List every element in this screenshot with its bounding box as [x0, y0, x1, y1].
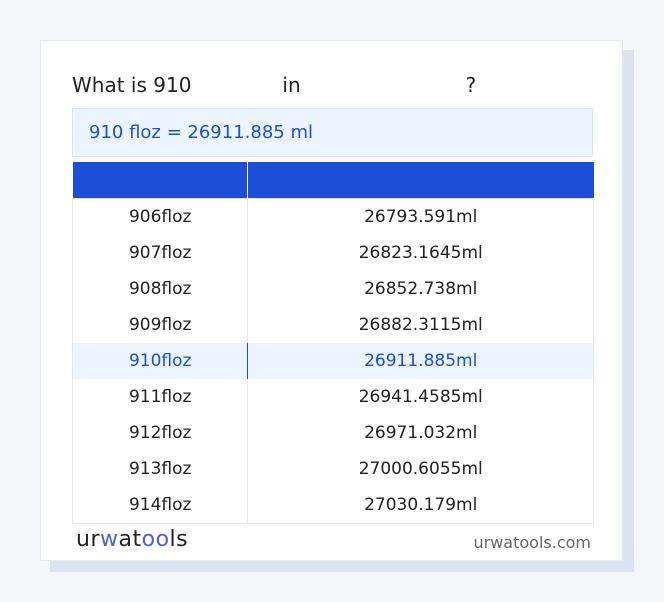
table-row: 907floz 26823.1645ml: [72, 235, 594, 271]
table-header: [72, 162, 594, 199]
table-row: 909floz 26882.3115ml: [72, 307, 594, 343]
table-row: 911floz 26941.4585ml: [72, 379, 594, 415]
converter-card: What is 910 in? 910 floz = 26911.885 ml 9…: [40, 40, 623, 561]
table-row: 913floz 27000.6055ml: [72, 451, 594, 487]
title-suffix: ?: [465, 73, 477, 97]
cell-ml: 27000.6055ml: [358, 459, 483, 479]
cell-ml: 26823.1645ml: [358, 243, 483, 263]
table-row: 910floz 26911.885ml: [72, 343, 594, 379]
table-row: 906floz 26793.591ml: [72, 198, 594, 235]
cell-floz: 911floz: [72, 379, 249, 415]
title-prefix: What is 910: [72, 73, 192, 97]
cell-ml: 26941.4585ml: [358, 387, 483, 407]
title-mid: in: [282, 73, 301, 97]
site-link[interactable]: urwatools.com: [473, 533, 592, 552]
conversion-table: 906floz 26793.591ml 907floz 26823.1645ml 908…: [72, 162, 594, 524]
conversion-result: 910 floz = 26911.885 ml: [72, 108, 593, 157]
cell-ml: 26971.032ml: [364, 423, 478, 443]
table-row: 914floz 27030.179ml: [72, 487, 594, 524]
cell-floz: 906floz: [72, 198, 249, 235]
cell-floz: 908floz: [72, 271, 249, 307]
urwatools-logo[interactable]: urwatools: [76, 527, 189, 552]
page-title: What is 910 in?: [72, 73, 476, 97]
cell-ml: 26911.885ml: [247, 343, 594, 379]
header-to: [247, 162, 594, 199]
cell-floz: 910floz: [72, 343, 249, 379]
cell-ml: 26793.591ml: [364, 207, 478, 227]
header-from: [72, 162, 249, 199]
cell-floz: 913floz: [72, 451, 249, 487]
cell-ml: 27030.179ml: [364, 495, 478, 515]
table-row: 908floz 26852.738ml: [72, 271, 594, 307]
cell-floz: 909floz: [72, 307, 249, 343]
cell-ml: 26852.738ml: [364, 279, 478, 299]
cell-ml: 26882.3115ml: [358, 315, 483, 335]
cell-floz: 912floz: [72, 415, 249, 451]
table-row: 912floz 26971.032ml: [72, 415, 594, 451]
cell-floz: 907floz: [72, 235, 249, 271]
cell-floz: 914floz: [72, 487, 249, 524]
